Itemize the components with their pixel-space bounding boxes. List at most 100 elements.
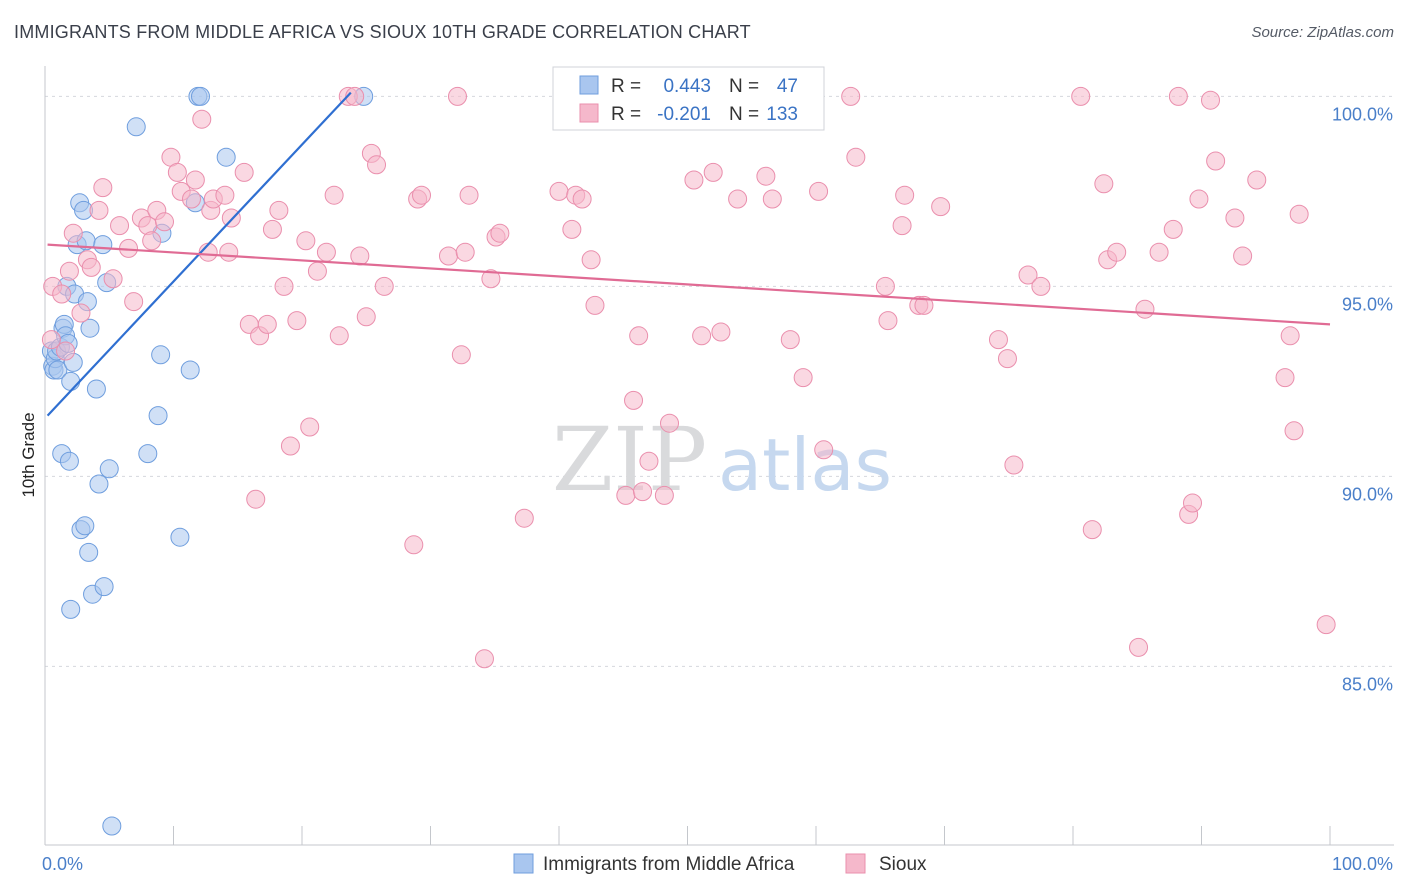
sioux-point bbox=[52, 284, 72, 304]
legend-sioux-n-value: 133 bbox=[766, 104, 798, 125]
sioux-trend-line bbox=[47, 243, 1331, 326]
sioux-point bbox=[1004, 455, 1024, 475]
sioux-point bbox=[262, 219, 282, 239]
sioux-point bbox=[219, 242, 239, 262]
sioux-point bbox=[324, 185, 344, 205]
sioux-point bbox=[93, 178, 113, 198]
sioux-point bbox=[474, 649, 494, 669]
legend-middle-africa-r-label: R = bbox=[611, 76, 641, 97]
sioux-point bbox=[350, 246, 370, 266]
axes bbox=[44, 66, 1394, 846]
y-tick-labels: 100.0% 95.0% 90.0% 85.0% bbox=[1332, 104, 1393, 694]
sioux-point bbox=[451, 345, 471, 365]
sioux-point bbox=[269, 200, 289, 220]
sioux-point bbox=[41, 330, 61, 350]
middle-africa-point bbox=[61, 371, 81, 391]
sioux-point bbox=[274, 276, 294, 296]
data-points bbox=[41, 86, 1336, 836]
sioux-point bbox=[234, 162, 254, 182]
sioux-point bbox=[1071, 86, 1091, 106]
watermark: ZIP atlas bbox=[552, 408, 892, 511]
sioux-point bbox=[1316, 615, 1336, 635]
sioux-point bbox=[703, 162, 723, 182]
sioux-point bbox=[814, 440, 834, 460]
legend-sioux-n-label: N = bbox=[729, 104, 759, 125]
sioux-point bbox=[1168, 86, 1188, 106]
sioux-point bbox=[514, 508, 534, 528]
middle-africa-point bbox=[170, 527, 190, 547]
sioux-point bbox=[1094, 174, 1114, 194]
middle-africa-point bbox=[99, 459, 119, 479]
sioux-point bbox=[1082, 520, 1102, 540]
sioux-point bbox=[63, 223, 83, 243]
x-tick-labels: 0.0% 100.0% bbox=[42, 854, 1393, 874]
sioux-point bbox=[1275, 368, 1295, 388]
middle-africa-point bbox=[102, 816, 122, 836]
sioux-point bbox=[412, 185, 432, 205]
sioux-point bbox=[329, 326, 349, 346]
sioux-point bbox=[639, 451, 659, 471]
sioux-point bbox=[728, 189, 748, 209]
sioux-point bbox=[1247, 170, 1267, 190]
sioux-point bbox=[438, 246, 458, 266]
middle-africa-point bbox=[48, 360, 68, 380]
middle-africa-point bbox=[59, 451, 79, 471]
sioux-point bbox=[711, 322, 731, 342]
sioux-point bbox=[914, 295, 934, 315]
sioux-point bbox=[56, 341, 76, 361]
trend-lines bbox=[46, 91, 1331, 417]
sioux-point bbox=[404, 535, 424, 555]
sioux-point bbox=[1206, 151, 1226, 171]
sioux-point bbox=[124, 292, 144, 312]
sioux-point bbox=[1225, 208, 1245, 228]
middle-africa-point bbox=[61, 599, 81, 619]
sioux-point bbox=[1289, 204, 1309, 224]
sioux-point bbox=[257, 314, 277, 334]
bottom-legend: Immigrants from Middle Africa Sioux bbox=[513, 853, 927, 875]
sioux-point bbox=[684, 170, 704, 190]
sioux-point bbox=[1233, 246, 1253, 266]
sioux-point bbox=[1284, 421, 1304, 441]
legend-middle-africa-n-label: N = bbox=[729, 76, 759, 97]
sioux-point bbox=[692, 326, 712, 346]
sioux-point bbox=[1189, 189, 1209, 209]
legend-box: R = 0.443 N = 47 R = -0.201 N = 133 bbox=[552, 66, 825, 131]
sioux-point bbox=[89, 200, 109, 220]
sioux-point bbox=[300, 417, 320, 437]
middle-africa-point bbox=[216, 147, 236, 167]
middle-africa-point bbox=[138, 444, 158, 464]
bottom-legend-sioux-swatch bbox=[845, 853, 866, 874]
sioux-point bbox=[296, 231, 316, 251]
sioux-point bbox=[793, 368, 813, 388]
y-tick-label: 95.0% bbox=[1342, 294, 1393, 314]
sioux-point bbox=[447, 86, 467, 106]
sioux-point bbox=[356, 307, 376, 327]
y-tick-label: 100.0% bbox=[1332, 104, 1393, 124]
sioux-point bbox=[215, 185, 235, 205]
sioux-point bbox=[59, 261, 79, 281]
sioux-point bbox=[1163, 219, 1183, 239]
sioux-point bbox=[287, 311, 307, 331]
middle-africa-point bbox=[126, 117, 146, 137]
sioux-point bbox=[581, 250, 601, 270]
sioux-point bbox=[549, 181, 569, 201]
sioux-point bbox=[1200, 90, 1220, 110]
sioux-point bbox=[1031, 276, 1051, 296]
watermark-atlas: atlas bbox=[718, 423, 892, 507]
sioux-point bbox=[988, 330, 1008, 350]
sioux-point bbox=[155, 212, 175, 232]
sioux-point bbox=[895, 185, 915, 205]
sioux-point bbox=[167, 162, 187, 182]
sioux-point bbox=[142, 231, 162, 251]
sioux-point bbox=[762, 189, 782, 209]
sioux-point bbox=[110, 216, 130, 236]
sioux-point bbox=[192, 109, 212, 129]
sioux-point bbox=[841, 86, 861, 106]
sioux-point bbox=[280, 436, 300, 456]
sioux-point bbox=[562, 219, 582, 239]
middle-africa-point bbox=[89, 474, 109, 494]
sioux-point bbox=[654, 485, 674, 505]
chart-title: IMMIGRANTS FROM MIDDLE AFRICA VS SIOUX 1… bbox=[14, 22, 751, 42]
middle-africa-point bbox=[93, 235, 113, 255]
middle-africa-point bbox=[79, 542, 99, 562]
